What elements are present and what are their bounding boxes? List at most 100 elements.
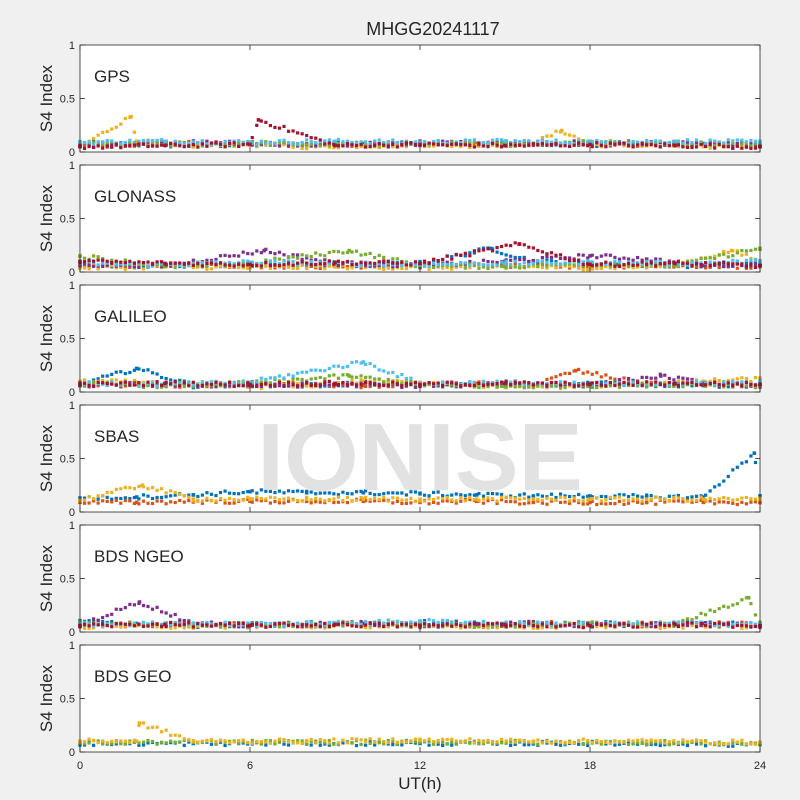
data-point [304,383,309,388]
data-point [218,490,223,495]
data-point [391,140,395,145]
data-point [232,384,236,388]
data-point [110,378,114,382]
data-point [486,496,490,500]
data-point [250,143,254,147]
data-point [160,260,164,264]
data-point [105,381,109,386]
data-point [753,265,758,269]
data-point [395,257,399,261]
data-point [468,624,472,628]
data-point [182,381,186,385]
data-point [554,621,558,625]
data-point [87,501,91,505]
data-point [518,258,522,262]
data-point [690,380,694,384]
data-point [422,140,427,144]
data-point [699,383,703,387]
data-point [350,378,354,383]
data-point [146,494,150,498]
data-point [527,381,531,385]
data-point [672,499,676,503]
data-point [200,499,204,503]
data-point [400,501,404,506]
data-point [640,495,644,499]
data-point [134,495,139,499]
data-point [218,261,223,265]
data-point [273,252,277,256]
data-point [531,246,535,250]
data-point [513,259,517,263]
data-point [354,383,359,387]
data-point [713,624,717,628]
data-point [409,265,413,269]
data-point [318,262,322,266]
data-point [105,614,109,618]
data-point [400,384,404,388]
data-point [309,622,313,626]
data-point [323,501,327,505]
data-point [228,254,232,258]
data-point [617,141,622,146]
data-point [701,144,706,149]
data-point [722,380,726,384]
data-point [613,262,617,266]
data-point [631,261,635,266]
data-point [604,381,608,385]
data-point [332,497,336,501]
data-point [268,376,272,380]
data-point [500,264,504,268]
data-point [735,262,739,266]
data-point [500,384,504,388]
data-point [259,496,263,501]
data-point [644,497,649,501]
data-point [141,380,146,384]
data-point [300,489,304,494]
data-point [649,259,653,263]
data-point [134,366,139,371]
data-point [418,619,422,624]
data-point [128,602,132,607]
data-point [590,140,594,144]
data-point [744,384,748,388]
data-point [731,620,735,624]
data-point [327,620,331,625]
data-point [518,384,522,389]
data-point [134,380,139,385]
data-point [191,258,195,262]
data-point [636,500,640,504]
data-point [654,144,658,148]
data-point [540,494,544,498]
data-point [590,253,594,257]
data-point [309,498,313,502]
data-point [568,495,572,499]
data-point [286,499,291,503]
data-point [468,493,472,497]
data-point [377,144,381,148]
data-point [101,619,105,624]
data-point [717,383,721,387]
data-point [296,622,300,626]
data-point [182,620,186,625]
data-point [531,383,535,387]
data-point [626,264,631,269]
data-point [717,497,721,501]
data-point [626,501,631,505]
data-point [672,378,676,382]
data-point [196,145,200,149]
data-point [595,502,599,507]
data-point [160,375,164,380]
data-point [468,495,472,500]
data-point [418,259,422,264]
data-point [474,143,479,148]
data-point [101,258,105,262]
data-point [132,495,136,500]
data-point [658,497,662,501]
data-point [735,259,739,263]
data-point [155,384,159,388]
data-point [123,606,127,610]
data-point [305,379,309,383]
data-point [432,139,436,144]
data-point [509,144,513,148]
data-point [708,138,712,142]
